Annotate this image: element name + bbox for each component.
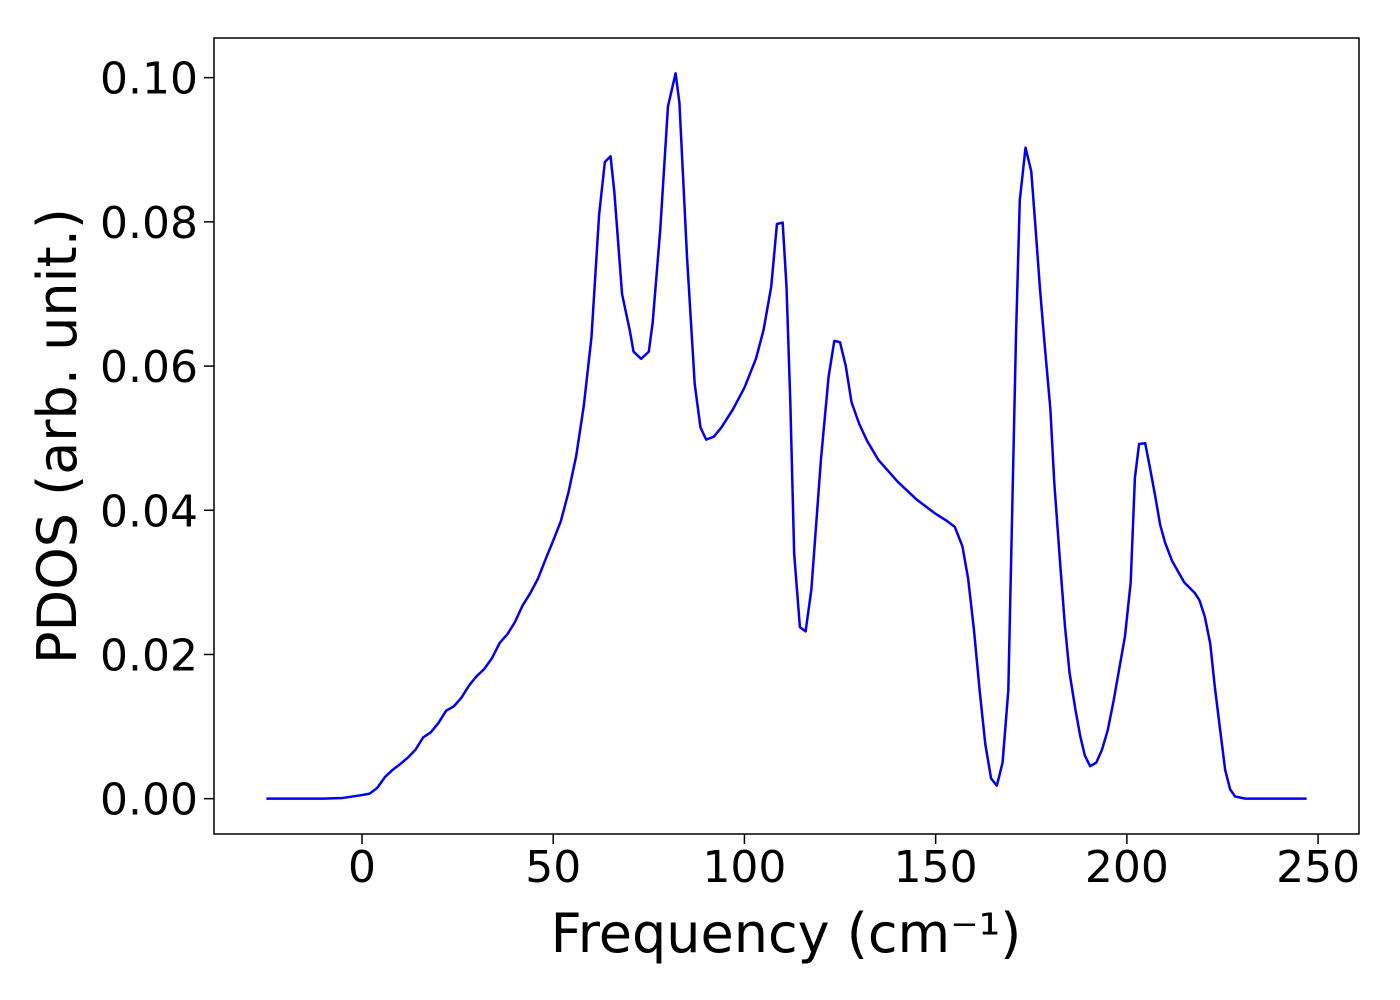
line xyxy=(266,72,1307,800)
x-tick-label: 250 xyxy=(1276,842,1360,893)
y-tick-label: 0.06 xyxy=(100,342,198,393)
y-tick-label: 0.10 xyxy=(100,54,198,105)
x-tick-label: 100 xyxy=(702,842,786,893)
y-tick-label: 0.08 xyxy=(100,198,198,249)
plot-frame xyxy=(213,37,1360,835)
x-tick-label: 0 xyxy=(348,842,376,893)
y-tick-label: 0.04 xyxy=(100,486,198,537)
y-axis-label: PDOS (arb. unit.) xyxy=(26,208,89,664)
y-tick-label: 0.00 xyxy=(100,775,198,826)
x-tick-label: 200 xyxy=(1085,842,1169,893)
y-tick-label: 0.02 xyxy=(100,630,198,681)
x-tick-label: 150 xyxy=(894,842,978,893)
x-axis-label: Frequency (cm⁻¹) xyxy=(551,902,1022,965)
x-tick-label: 50 xyxy=(525,842,581,893)
